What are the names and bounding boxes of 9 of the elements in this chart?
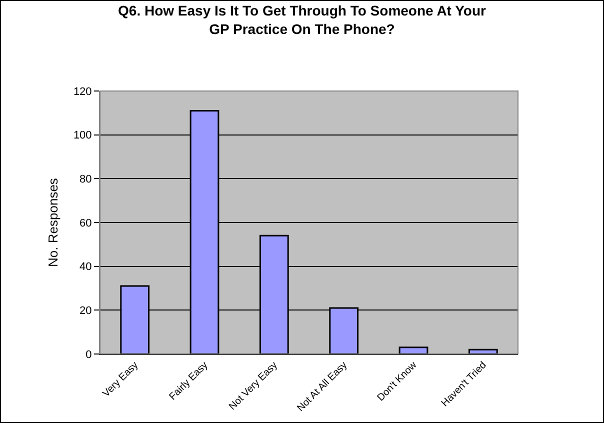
y-tick-label: 0: [86, 348, 92, 361]
y-tick-label: 120: [73, 86, 92, 98]
y-tick-label: 20: [80, 305, 92, 318]
y-tick-label: 40: [80, 261, 92, 274]
y-axis-title: No. Responses: [45, 178, 60, 267]
chart-title: Q6. How Easy Is It To Get Through To Someone At Your GP Practice On The Phone?: [118, 2, 487, 37]
y-tick-label: 100: [73, 130, 92, 142]
y-tick-label: 80: [80, 174, 92, 186]
y-tick-label: 60: [80, 217, 92, 230]
